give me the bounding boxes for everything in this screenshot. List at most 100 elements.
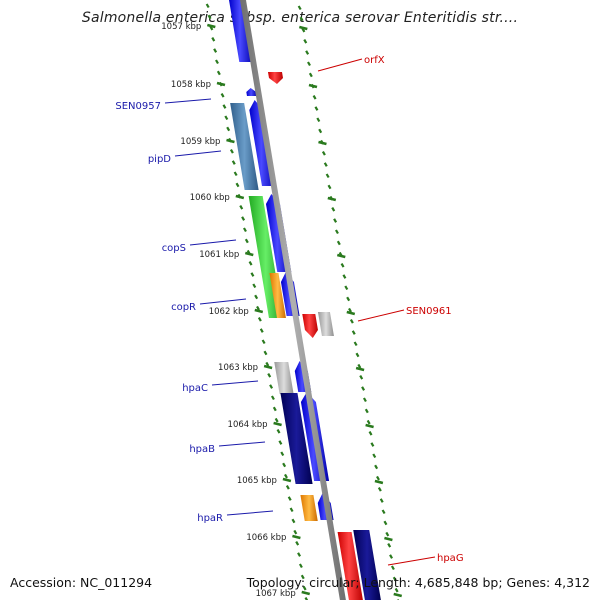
leader-line (164, 98, 212, 104)
label-layer: 1057 kbp 1058 kbp 1059 kbp 1060 kbp 1061 kbp… (115, 22, 463, 599)
minor-tick (323, 162, 328, 167)
major-tick (263, 364, 273, 370)
major-tick (355, 366, 365, 372)
minor-tick (280, 451, 285, 457)
leader-line (211, 380, 259, 386)
minor-tick (372, 453, 377, 459)
major-tick (318, 140, 327, 146)
minor-tick (318, 128, 323, 134)
minor-tick (364, 408, 369, 414)
minor-tick (233, 171, 238, 177)
minor-tick (390, 565, 395, 571)
minor-tick (211, 37, 216, 42)
minor-tick (300, 574, 305, 580)
minor-tick (355, 352, 360, 358)
kbp-label: 1067 kbp (256, 589, 296, 599)
kbp-label: 1060 kbp (190, 193, 230, 203)
kbp-label: 1058 kbp (171, 80, 211, 90)
minor-tick (314, 106, 319, 111)
major-tick (384, 536, 393, 542)
minor-tick (284, 473, 288, 479)
major-tick (301, 590, 311, 596)
minor-tick (370, 442, 375, 447)
minor-tick (291, 518, 296, 524)
gene-label-left: SEN0957 (115, 101, 161, 112)
gray-feature (274, 362, 294, 394)
major-tick (336, 253, 346, 259)
kbp-label: 1062 kbp (209, 307, 249, 317)
minor-tick (344, 285, 349, 291)
kbp-label: 1063 kbp (218, 363, 258, 373)
gene-label-left: hpaC (182, 383, 208, 394)
kbp-label: 1061 kbp (199, 250, 239, 260)
minor-tick (304, 597, 309, 600)
minor-tick (377, 487, 382, 492)
backbone-line (240, 0, 346, 600)
minor-tick (295, 541, 300, 546)
minor-tick (357, 363, 362, 369)
minor-tick (379, 498, 384, 503)
major-tick (216, 81, 226, 87)
minor-tick (366, 419, 371, 425)
minor-tick (308, 72, 313, 78)
minor-tick (215, 59, 219, 65)
reverse-cds (302, 314, 318, 338)
forward-cds (246, 88, 257, 96)
major-tick (299, 25, 308, 31)
leader-line (226, 510, 274, 516)
minor-tick (385, 531, 390, 537)
minor-tick (362, 397, 367, 403)
major-tick (226, 138, 235, 144)
minor-tick (353, 341, 358, 347)
minor-tick (278, 440, 283, 445)
gray-feature (317, 312, 334, 336)
minor-tick (349, 319, 354, 324)
kbp-label: 1065 kbp (237, 476, 277, 486)
minor-tick (351, 330, 356, 335)
major-tick (346, 310, 356, 316)
minor-tick (285, 485, 290, 490)
minor-tick (307, 61, 311, 67)
minor-tick (297, 552, 301, 557)
gene-label-left: copS (162, 243, 186, 254)
feature-layer (229, 0, 381, 600)
major-tick (393, 592, 403, 598)
gene-label-right: hpaG (437, 553, 464, 564)
major-tick (254, 308, 264, 314)
major-tick (308, 83, 318, 89)
minor-tick (305, 50, 310, 55)
minor-tick (254, 294, 259, 300)
minor-tick (216, 70, 221, 76)
gene-label-right: orfX (364, 55, 385, 66)
minor-tick (235, 182, 240, 188)
minor-tick (321, 151, 326, 156)
minor-tick (325, 173, 330, 179)
minor-tick (387, 543, 392, 548)
gene-label-left: pipD (148, 154, 171, 165)
leader-line (317, 58, 363, 72)
minor-tick (261, 339, 266, 345)
minor-tick (383, 520, 388, 526)
orange-feature (300, 495, 318, 521)
kbp-label: 1059 kbp (180, 137, 220, 147)
leader-line (387, 556, 436, 566)
minor-tick (361, 386, 366, 391)
leader-line (357, 309, 405, 322)
kbp-label: 1057 kbp (161, 22, 201, 32)
kbp-label: 1064 kbp (228, 420, 268, 430)
leader-line (199, 298, 247, 305)
minor-tick (267, 373, 272, 378)
minor-tick (276, 429, 281, 434)
minor-tick (231, 160, 236, 165)
minor-tick (241, 216, 246, 221)
minor-tick (269, 384, 274, 389)
leader-line (174, 150, 222, 157)
minor-tick (289, 507, 294, 513)
minor-tick (239, 205, 244, 210)
minor-tick (297, 5, 302, 11)
minor-tick (224, 115, 229, 121)
minor-tick (252, 283, 257, 289)
leader-line (218, 441, 266, 447)
minor-tick (229, 149, 234, 154)
